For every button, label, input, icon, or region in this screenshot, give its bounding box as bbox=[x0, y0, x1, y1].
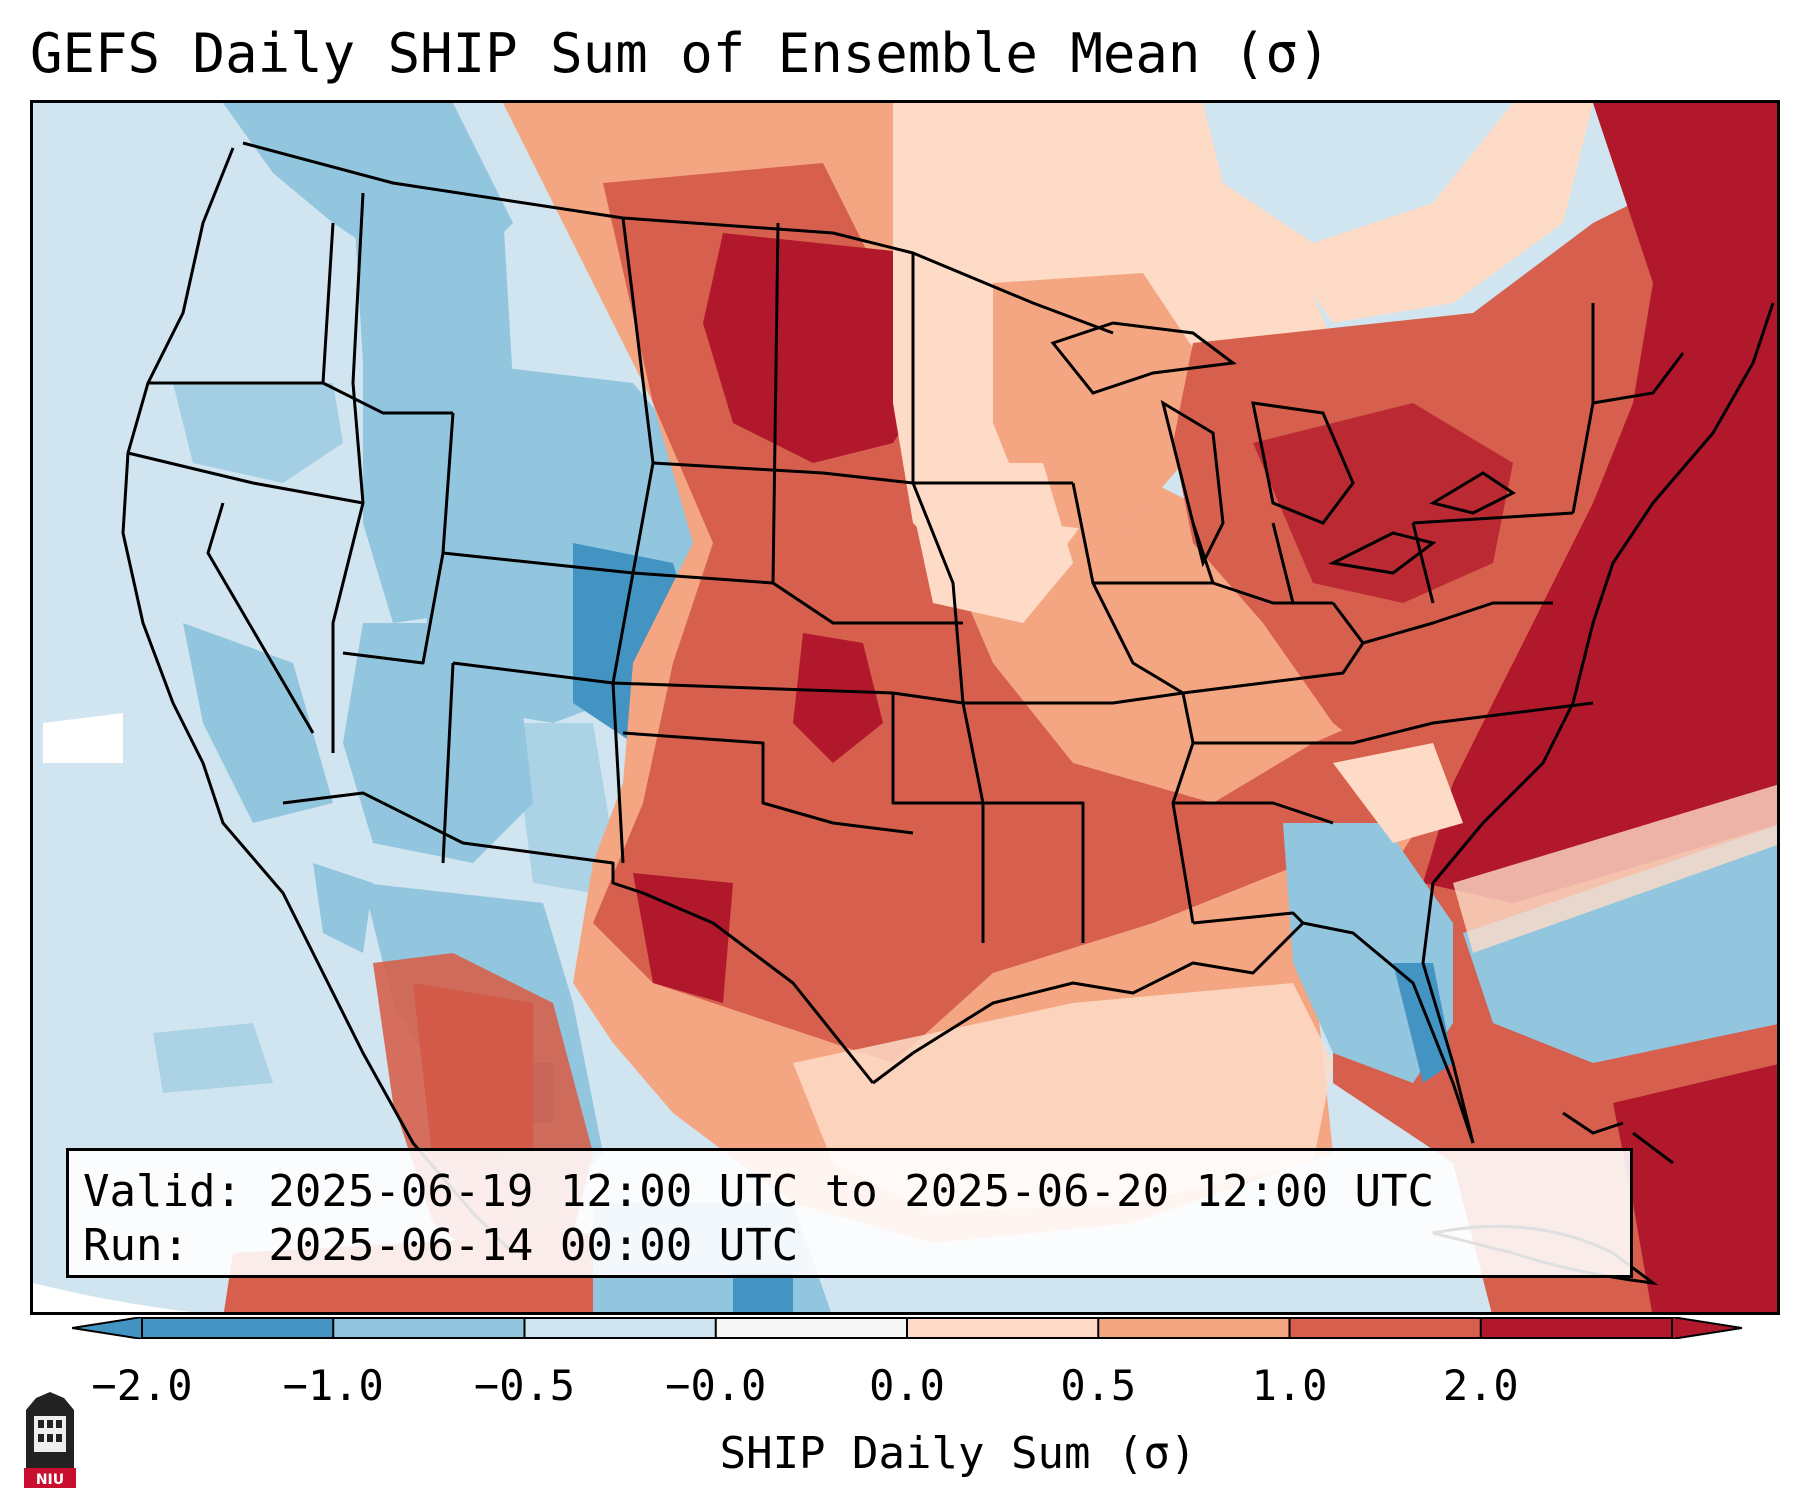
blue-pacific bbox=[153, 1023, 273, 1093]
colorbar-tick-label: −2.0 bbox=[91, 1361, 193, 1410]
colorbar-tick-label: 1.0 bbox=[1251, 1361, 1328, 1410]
colorbar-segment bbox=[907, 1317, 1099, 1339]
colorbar-segment bbox=[1098, 1317, 1290, 1339]
blue-atlantic-band bbox=[1463, 825, 1777, 1063]
colorbar-extend-high bbox=[1671, 1317, 1742, 1339]
light-atlantic-band bbox=[1453, 784, 1777, 953]
state-borders bbox=[121, 141, 1775, 1255]
colorbar-segment bbox=[715, 1317, 908, 1339]
blue-nm bbox=[513, 723, 613, 893]
colorbar-tick-label: −1.0 bbox=[282, 1361, 384, 1410]
blue-ne-canada bbox=[1203, 103, 1513, 243]
colorbar-tick-label: 2.0 bbox=[1442, 1361, 1519, 1410]
white-pacific bbox=[43, 713, 123, 763]
colorbar-segment bbox=[333, 1317, 525, 1339]
blue-florida-core bbox=[1393, 963, 1453, 1083]
valid-run-box: Valid: 2025-06-19 12:00 UTC to 2025-06-2… bbox=[66, 1148, 1633, 1278]
map-panel bbox=[30, 100, 1780, 1315]
run-line: Run: 2025-06-14 00:00 UTC bbox=[83, 1220, 799, 1271]
colorbar-extend-low bbox=[72, 1317, 143, 1339]
blue-utah bbox=[343, 623, 533, 863]
niu-logo: NIU bbox=[24, 1392, 76, 1488]
medium-red-lakes bbox=[993, 273, 1203, 533]
blue-baja bbox=[313, 863, 373, 953]
projection-edge-left bbox=[33, 1283, 192, 1312]
darkred-oklahoma bbox=[793, 633, 883, 763]
darkred-tx bbox=[633, 873, 733, 1003]
light-sc bbox=[1333, 743, 1463, 843]
darkred-carib bbox=[1613, 1064, 1777, 1312]
blue-gulf-core bbox=[733, 1273, 793, 1312]
light-iowa bbox=[903, 463, 1073, 623]
colorbar-tick-label: −0.5 bbox=[473, 1361, 576, 1410]
darkred-ohio bbox=[1253, 403, 1513, 603]
blue-nevada bbox=[183, 623, 333, 823]
colorbar-tick-label: 0.0 bbox=[869, 1361, 945, 1410]
colorbar-label: SHIP Daily Sum (σ) bbox=[719, 1428, 1197, 1479]
colorbar-tick-label: 0.5 bbox=[1060, 1361, 1137, 1410]
niu-logo-text: NIU bbox=[36, 1472, 64, 1488]
map-title: GEFS Daily SHIP Sum of Ensemble Mean (σ) bbox=[30, 22, 1331, 85]
valid-line: Valid: 2025-06-19 12:00 UTC to 2025-06-2… bbox=[83, 1166, 1435, 1217]
blue-oregon bbox=[173, 383, 343, 483]
colorbar-segment bbox=[1480, 1317, 1673, 1339]
colorbar-tick-label: −0.0 bbox=[665, 1361, 767, 1410]
colorbar bbox=[72, 1317, 1742, 1339]
darkred-dakotas bbox=[703, 233, 953, 463]
great-lakes bbox=[1050, 321, 1516, 575]
colorbar-segment bbox=[524, 1317, 717, 1339]
colorbar-segment bbox=[1289, 1317, 1482, 1339]
ship-map bbox=[33, 103, 1777, 1312]
colorbar-segment bbox=[142, 1317, 334, 1339]
